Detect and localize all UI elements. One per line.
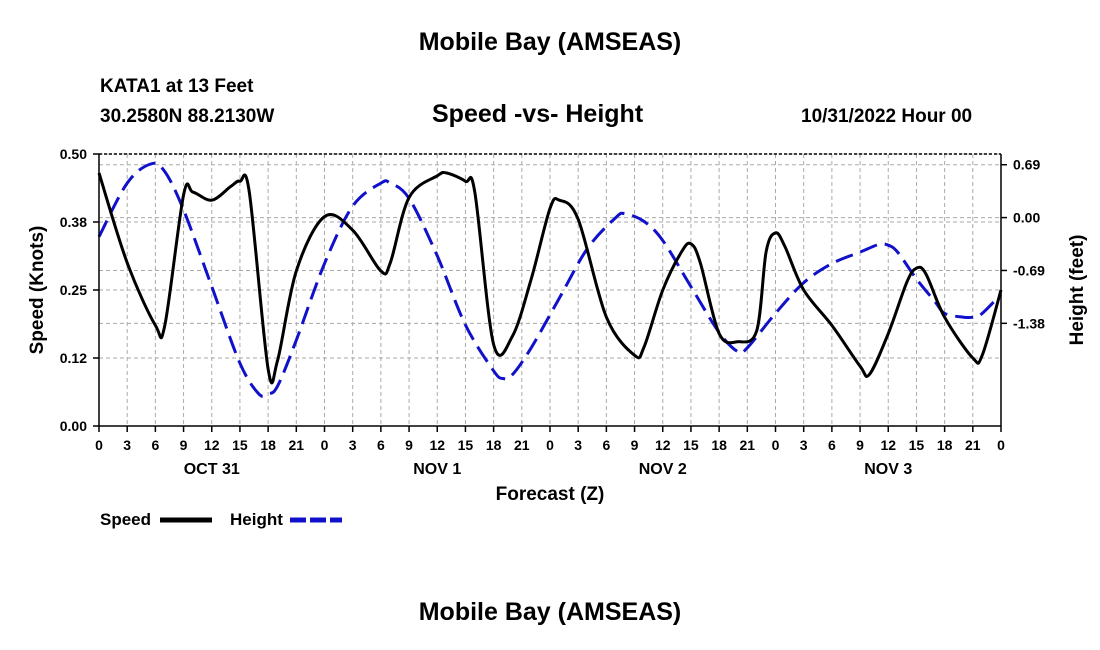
axes-layer [93,153,1007,432]
x-tick-label: 21 [965,437,981,453]
day-label: NOV 3 [864,461,912,478]
y-tick-label: 0.00 [60,418,87,434]
x-tick-label: 12 [204,437,220,453]
x-tick-label: 12 [880,437,896,453]
x-tick-label: 15 [458,437,474,453]
x-tick-label: 0 [546,437,554,453]
y-tick-label: 0.12 [60,350,87,366]
legend-height-label: Height [230,510,283,529]
legend: Speed Height [100,510,342,529]
x-tick-label: 3 [123,437,131,453]
x-tick-label: 18 [937,437,953,453]
x-tick-label: 15 [683,437,699,453]
x-tick-label: 15 [232,437,248,453]
series-line-height [97,161,1003,398]
x-tick-label: 9 [180,437,188,453]
y-tick-label: 0.50 [60,146,87,162]
y-tick-label: 0.38 [60,214,87,230]
x-tick-label: 0 [321,437,329,453]
y2-axis-title: Height (feet) [1067,235,1088,346]
y-axis-title: Speed (Knots) [27,226,48,355]
x-tick-label: 6 [377,437,385,453]
grid-layer [98,153,1002,427]
x-tick-label: 21 [740,437,756,453]
x-tick-label: 0 [95,437,103,453]
chart-subtitle: Speed -vs- Height [432,100,644,128]
x-tick-label: 6 [151,437,159,453]
y2-tick-label: 0.00 [1013,210,1040,226]
day-label: NOV 1 [413,461,461,478]
x-axis-title: Forecast (Z) [496,484,605,505]
x-tick-label: 21 [514,437,530,453]
x-tick-label: 9 [856,437,864,453]
x-tick-label: 3 [349,437,357,453]
y2-tick-label: 0.69 [1013,157,1040,173]
y2-tick-label: -1.38 [1013,315,1045,331]
x-tick-label: 3 [574,437,582,453]
x-tick-label: 6 [602,437,610,453]
legend-speed-label: Speed [100,510,151,529]
forecast-datetime: 10/31/2022 Hour 00 [801,106,973,127]
x-tick-label: 6 [828,437,836,453]
x-tick-label: 18 [260,437,276,453]
x-tick-label: 18 [486,437,502,453]
x-tick-label: 21 [289,437,305,453]
x-tick-label: 9 [631,437,639,453]
day-label: NOV 2 [639,461,687,478]
footer-title: Mobile Bay (AMSEAS) [418,598,682,626]
chart-title: Mobile Bay (AMSEAS) [418,28,682,56]
y-tick-label: 0.25 [60,282,87,298]
x-tick-label: 9 [405,437,413,453]
series-line-speed [97,170,1003,385]
x-tick-label: 12 [655,437,671,453]
series-layer [97,161,1003,398]
labels-layer: 0 3 6 9 12 15 18 21 0 3 6 9 12 15 18 21 0 3 6 9 12 15 18 21 0 3 6 9… [60,146,1045,478]
x-tick-label: 15 [909,437,925,453]
y2-tick-label: -0.69 [1013,262,1045,278]
x-tick-label: 18 [711,437,727,453]
x-tick-label: 12 [429,437,445,453]
x-tick-label: 0 [997,437,1005,453]
x-tick-label: 0 [772,437,780,453]
station-name: KATA1 at 13 Feet [100,76,254,97]
x-tick-label: 3 [800,437,808,453]
day-label: OCT 31 [184,461,240,478]
station-coordinates: 30.2580N 88.2130W [100,106,275,127]
